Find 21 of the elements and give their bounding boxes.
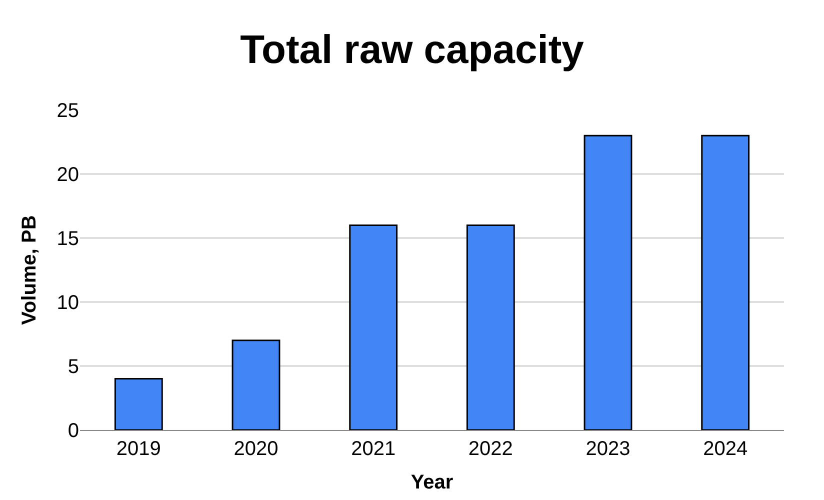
bar	[584, 134, 632, 430]
y-tick-label: 25	[56, 100, 79, 122]
bar	[701, 134, 750, 430]
chart-title: Total raw capacity	[240, 28, 585, 72]
x-tick-label: 2019	[116, 438, 161, 460]
x-tick-label: 2022	[468, 438, 513, 460]
y-axis-title: Volume, PB	[18, 215, 40, 325]
x-axis-title: Year	[410, 472, 454, 494]
x-tick-label: 2020	[234, 438, 278, 460]
y-tick-label: 10	[56, 292, 79, 314]
y-tick-label: 0	[68, 420, 79, 442]
x-tick-label: 2021	[351, 438, 396, 460]
bar	[466, 224, 515, 430]
bar	[114, 378, 163, 430]
y-tick-label: 15	[56, 228, 79, 250]
x-tick-label: 2024	[703, 438, 748, 460]
y-tick-label: 5	[68, 356, 79, 378]
bar	[232, 340, 280, 430]
y-tick-label: 20	[56, 164, 79, 186]
x-tick-label: 2023	[586, 438, 630, 460]
bar	[349, 224, 398, 430]
